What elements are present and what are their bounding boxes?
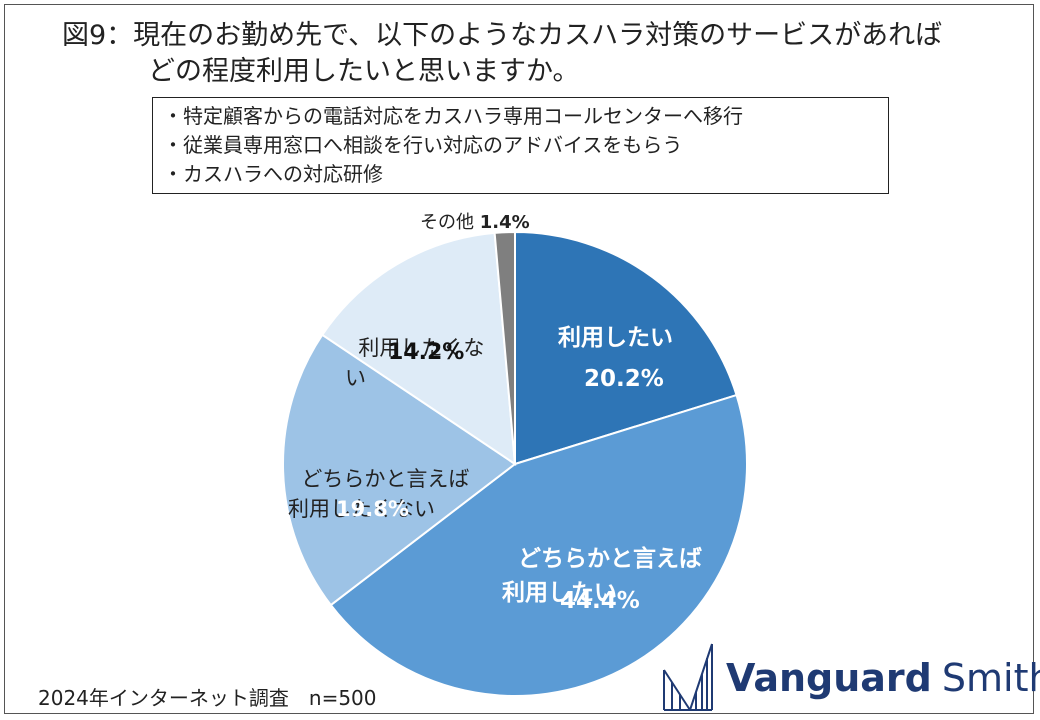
service-notes-box: ・特定顧客からの電話対応をカスハラ専用コールセンターへ移行 ・従業員専用窓口へ相… <box>152 97 889 194</box>
pie-slice-3 <box>320 231 517 466</box>
logo-word-vanguard: Vanguard <box>726 656 932 700</box>
pie-slice-0 <box>514 230 738 466</box>
slice-value-text-1: 44.4% <box>560 588 640 614</box>
chart-title-line2: どの程度利用したいと思いますか。 <box>148 56 580 87</box>
slice-value-0: 20.2% <box>584 366 664 392</box>
service-note-3: ・カスハラへの対応研修 <box>163 162 383 186</box>
survey-footer: 2024年インターネット調査 n=500 <box>38 686 377 710</box>
chart-title: 図9：現在のお勤め先で、以下のようなカスハラ対策のサービスがあれば どの程度利用… <box>62 18 942 90</box>
slice-value-text-0: 20.2% <box>584 366 664 392</box>
slice-category-0: 利用したい <box>558 325 673 351</box>
pie-slice-1 <box>329 393 748 697</box>
service-note-1: ・特定顧客からの電話対応をカスハラ専用コールセンターへ移行 <box>163 104 743 128</box>
slice-label-1: どちらかと言えば 利用したい <box>502 508 702 610</box>
slice-value-text-4: 1.4% <box>479 212 530 233</box>
slice-label-0: 利用したい <box>558 318 673 352</box>
logo-word-smith: Smith <box>941 656 1040 700</box>
slice-label-3: 利用したくな い <box>345 303 484 393</box>
slice-category-2: どちらかと言えば 利用したくない <box>288 467 470 521</box>
pie-slice-4 <box>493 230 516 465</box>
chart-frame <box>4 4 1034 714</box>
slice-value-2: 19.8% <box>336 497 409 521</box>
slice-category-1: どちらかと言えば 利用したい <box>502 546 703 606</box>
logo-text: VanguardSmith <box>726 656 1040 700</box>
slice-value-text-2: 19.8% <box>336 497 409 521</box>
vanguard-smith-logo: VanguardSmith <box>660 640 1040 715</box>
slice-value-1: 44.4% <box>560 588 640 614</box>
slice-value-text-3: 14.2% <box>388 340 465 365</box>
service-note-2: ・従業員専用窓口へ相談を行い対応のアドバイスをもらう <box>163 133 683 157</box>
chart-title-line1: 図9：現在のお勤め先で、以下のようなカスハラ対策のサービスがあれば <box>62 20 943 51</box>
slice-category-4: その他 <box>420 212 474 233</box>
pie-slice-2 <box>282 333 517 607</box>
slice-category-3: 利用したくな い <box>345 336 485 390</box>
slice-label-4: その他 1.4% <box>420 208 530 234</box>
slice-value-3: 14.2% <box>388 340 464 365</box>
logo-mark-icon <box>663 643 713 711</box>
slice-label-2: どちらかと言えば 利用したくない <box>288 434 469 524</box>
